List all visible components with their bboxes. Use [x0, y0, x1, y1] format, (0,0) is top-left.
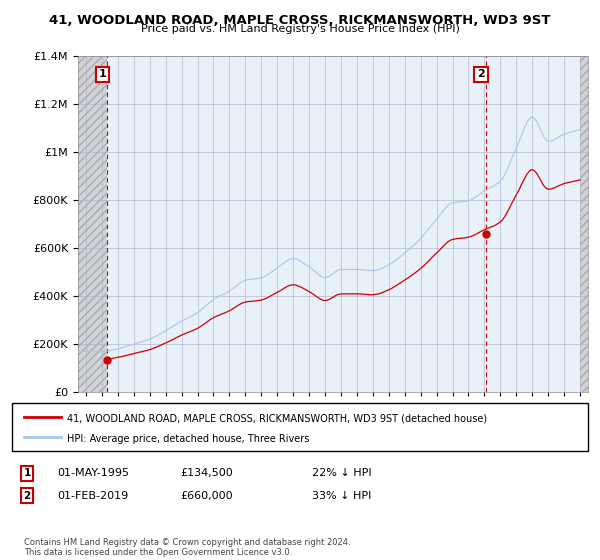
Text: 01-FEB-2019: 01-FEB-2019 [57, 491, 128, 501]
Text: 1: 1 [98, 69, 106, 80]
Text: 41, WOODLAND ROAD, MAPLE CROSS, RICKMANSWORTH, WD3 9ST (detached house): 41, WOODLAND ROAD, MAPLE CROSS, RICKMANS… [67, 413, 487, 423]
Text: £134,500: £134,500 [180, 468, 233, 478]
Text: 1: 1 [23, 468, 31, 478]
Text: Price paid vs. HM Land Registry's House Price Index (HPI): Price paid vs. HM Land Registry's House … [140, 24, 460, 34]
Bar [78, 56, 107, 392]
Text: 33% ↓ HPI: 33% ↓ HPI [312, 491, 371, 501]
Text: 22% ↓ HPI: 22% ↓ HPI [312, 468, 371, 478]
Text: 41, WOODLAND ROAD, MAPLE CROSS, RICKMANSWORTH, WD3 9ST: 41, WOODLAND ROAD, MAPLE CROSS, RICKMANS… [49, 14, 551, 27]
Text: HPI: Average price, detached house, Three Rivers: HPI: Average price, detached house, Thre… [67, 435, 309, 445]
Text: Contains HM Land Registry data © Crown copyright and database right 2024.
This d: Contains HM Land Registry data © Crown c… [24, 538, 350, 557]
Text: 2: 2 [23, 491, 31, 501]
Bar [580, 56, 588, 392]
Text: £660,000: £660,000 [180, 491, 233, 501]
Text: 01-MAY-1995: 01-MAY-1995 [57, 468, 129, 478]
Text: 2: 2 [477, 69, 485, 80]
FancyBboxPatch shape [12, 403, 588, 451]
